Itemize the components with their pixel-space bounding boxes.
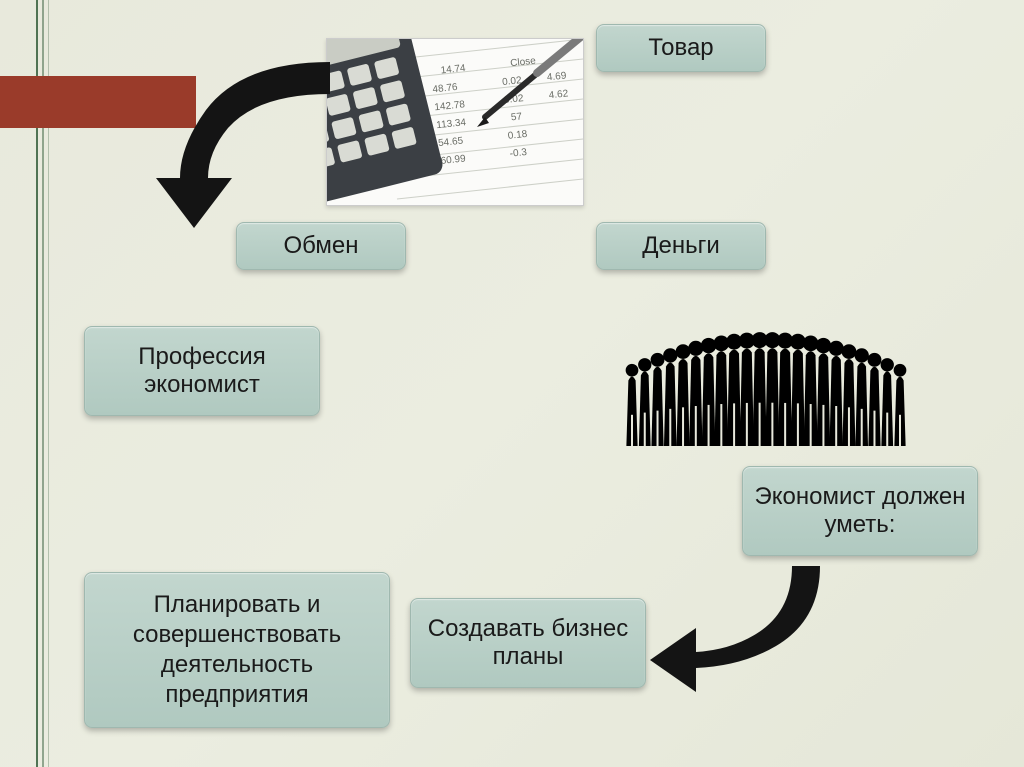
arrow-bottom	[648, 562, 848, 692]
box-label: Профессия экономист	[95, 343, 309, 399]
box-label: Товар	[648, 34, 713, 62]
box-label: Планировать и совершенствовать деятельно…	[95, 590, 379, 710]
svg-text:57: 57	[510, 111, 523, 123]
box-label: Экономист должен уметь:	[753, 483, 967, 539]
box-dengi: Деньги	[596, 222, 766, 270]
box-business-plans: Создавать бизнес планы	[410, 598, 646, 688]
box-label: Создавать бизнес планы	[421, 615, 635, 671]
box-obmen: Обмен	[236, 222, 406, 270]
box-tovar: Товар	[596, 24, 766, 72]
svg-text:-0.3: -0.3	[509, 147, 528, 160]
arrow-top	[142, 58, 332, 230]
crowd-silhouette	[616, 316, 916, 448]
svg-text:4.62: 4.62	[548, 88, 569, 101]
box-profession: Профессия экономист	[84, 326, 320, 416]
svg-text:4.69: 4.69	[546, 70, 567, 83]
svg-text:0.18: 0.18	[507, 129, 528, 142]
box-label: Обмен	[284, 232, 359, 260]
calculator-illustration: 14.74 Close 48.76 0.02 4.69 142.78 0.02 …	[326, 38, 584, 206]
box-must-know: Экономист должен уметь:	[742, 466, 978, 556]
box-label: Деньги	[642, 232, 720, 260]
slide-canvas: 14.74 Close 48.76 0.02 4.69 142.78 0.02 …	[0, 0, 1024, 767]
box-plan-activity: Планировать и совершенствовать деятельно…	[84, 572, 390, 728]
